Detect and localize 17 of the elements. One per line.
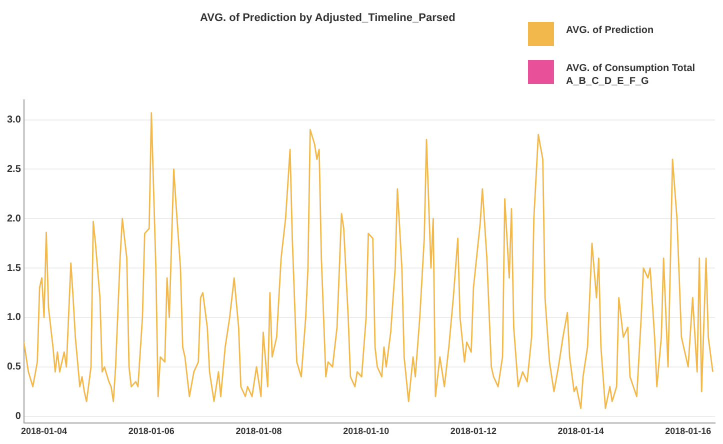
y-tick-label: 0 [15,411,22,422]
y-tick-label: 1.5 [6,262,22,274]
legend-label: AVG. of Prediction [566,24,654,37]
legend-label: AVG. of Consumption Total A_B_C_D_E_F_G [566,62,696,88]
y-tick-label: 0.5 [6,362,22,373]
chart-title: AVG. of Prediction by Adjusted_Timeline_Parsed [200,12,456,24]
y-tick-label: 3.0 [6,114,22,126]
x-tick-label: 2018-01-10 [343,426,390,436]
x-tick-label: 2018-01-16 [665,426,712,436]
x-tick-label: 2018-01-04 [21,426,68,436]
y-tick-label: 2.0 [6,213,22,224]
y-tick-label: 1.0 [6,312,22,324]
x-tick-label: 2018-01-14 [558,426,604,436]
x-tick-label: 2018-01-12 [450,426,496,436]
y-tick-label: 2.5 [6,164,22,175]
x-tick-label: 2018-01-06 [128,426,174,436]
x-tick-label: 2018-01-08 [236,426,282,436]
